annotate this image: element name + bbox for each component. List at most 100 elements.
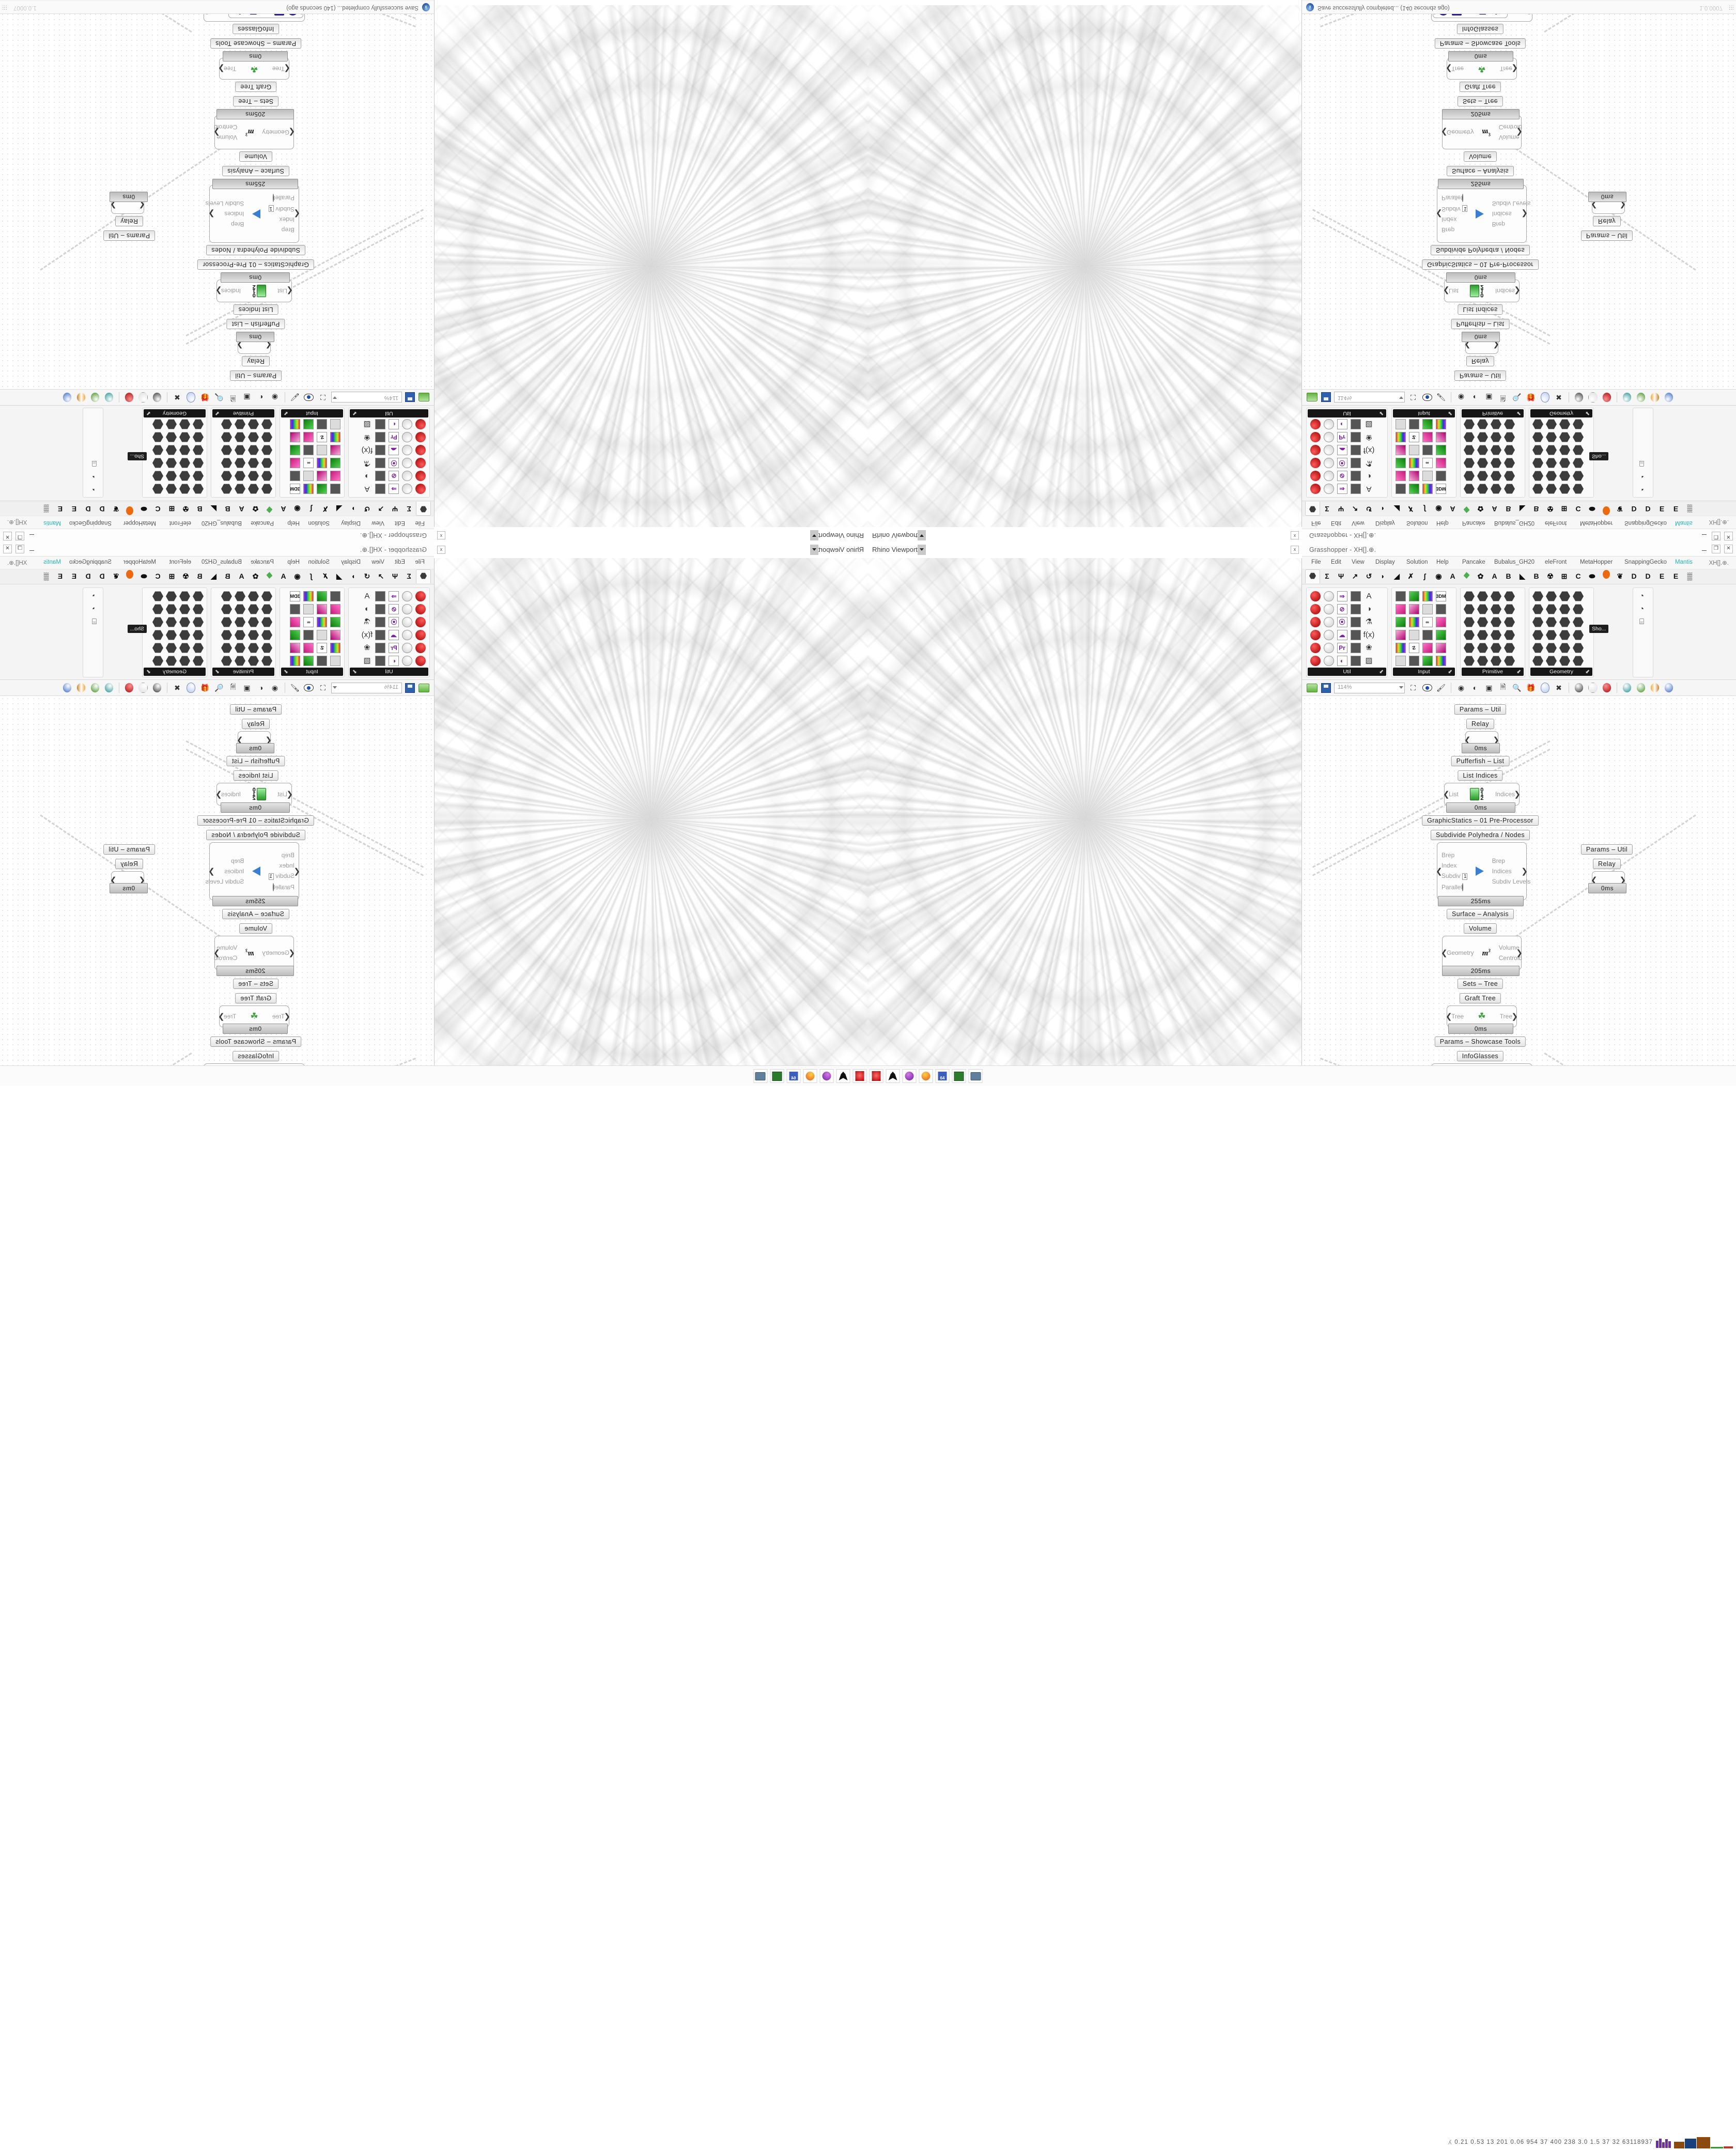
ribbon-tab-18[interactable]: ⊞ <box>168 572 175 580</box>
component-icon-util-0[interactable] <box>414 483 427 495</box>
component-icon-geometry-10[interactable] <box>1558 457 1571 469</box>
ribbon-tab-9[interactable]: ◉ <box>1435 505 1442 513</box>
component-icon-primitive-2[interactable] <box>1490 483 1502 495</box>
ribbon-tab-9[interactable]: ◉ <box>294 505 301 513</box>
component-icon-input-19[interactable] <box>1434 642 1447 654</box>
node-params-util[interactable]: Params – Util <box>1454 704 1507 715</box>
menu-item-help[interactable]: Help <box>287 520 300 526</box>
input-ear[interactable]: ❮ <box>1436 867 1443 876</box>
component-icon-input-20[interactable] <box>329 418 342 430</box>
gem-red-icon[interactable] <box>123 392 135 403</box>
gem-black-icon[interactable] <box>151 682 163 693</box>
component-icon-primitive-18[interactable] <box>1490 431 1502 443</box>
node-subdivide-polyhedra[interactable]: Subdivide Polyhedra / Nodes <box>1430 830 1530 840</box>
node-list-indices[interactable]: List Indices <box>1458 304 1503 315</box>
component-icon-geometry-17[interactable] <box>1545 431 1558 443</box>
component-icon-util-22[interactable]: Pr <box>388 431 400 443</box>
component-icon-primitive-17[interactable] <box>247 431 260 443</box>
rhino-close-button[interactable]: x <box>1291 546 1299 554</box>
node-sets-tree[interactable]: Sets – Tree <box>233 979 279 989</box>
component-icon-input-1[interactable] <box>1407 590 1420 602</box>
ribbon-group-label-geometry[interactable]: Geometry ⬋ <box>144 409 206 417</box>
rhino-render-canvas[interactable] <box>435 558 868 1080</box>
ribbon-tab-27[interactable]: ▒ <box>1687 572 1693 580</box>
ribbon-tab-19[interactable]: C <box>155 505 161 513</box>
grid-icon[interactable] <box>1452 14 1462 16</box>
component-icon-geometry-1[interactable] <box>1545 590 1558 602</box>
output-ear[interactable]: ❯ <box>1511 64 1518 73</box>
ribbon-tab-14[interactable]: B <box>225 505 230 513</box>
save-icon[interactable] <box>1320 682 1331 693</box>
node-volume-component[interactable]: ❮ Geometry m3 Volume Centroid ❯ <box>1441 115 1523 149</box>
component-icon-input-14[interactable] <box>1421 629 1434 641</box>
component-icon-util-20[interactable] <box>414 642 427 654</box>
menu-item-snappinggecko[interactable]: SnappingGecko <box>69 559 112 565</box>
ribbon-tab-0[interactable] <box>416 569 431 583</box>
component-icon-input-23[interactable] <box>1434 418 1447 430</box>
maximize-button[interactable]: ❐ <box>16 545 24 553</box>
component-icon-util-12[interactable]: ⦿ <box>388 457 400 469</box>
ribbon-group-expander[interactable]: ⬋ <box>1379 410 1384 416</box>
component-icon-geometry-18[interactable] <box>1558 642 1571 654</box>
bulb-icon[interactable] <box>1539 682 1551 693</box>
document-icon[interactable]: 🗎 <box>1500 394 1506 403</box>
ribbon-tab-20[interactable]: ⬬ <box>1589 505 1595 513</box>
ribbon-tab-15[interactable]: ◣ <box>1520 505 1525 513</box>
component-icon-primitive-15[interactable] <box>220 629 233 641</box>
ribbon-tab-10[interactable]: A <box>1450 572 1455 580</box>
component-icon-input-8[interactable] <box>329 616 342 628</box>
component-icon-primitive-12[interactable] <box>1463 629 1476 641</box>
ribbon-group-expander[interactable]: ⬋ <box>1379 669 1384 675</box>
component-icon-util-8[interactable] <box>374 470 387 482</box>
gem-orange-icon[interactable] <box>75 392 87 403</box>
viewport-dropdown-arrow-icon[interactable] <box>810 545 818 555</box>
input-pin-brep[interactable]: Brep <box>1442 852 1455 859</box>
component-icon-util-7[interactable]: ⊘ <box>388 470 400 482</box>
ribbon-group-label-primitive[interactable]: Primitive ⬋ <box>212 409 274 417</box>
component-icon-primitive-4[interactable] <box>260 603 273 615</box>
component-icon-input-6[interactable] <box>302 603 315 615</box>
component-icon-input-22[interactable] <box>1421 655 1434 667</box>
save-icon[interactable] <box>1320 392 1331 403</box>
component-icon-input-9[interactable] <box>1407 616 1420 628</box>
component-icon-util-22[interactable]: Pr <box>388 642 400 654</box>
gift-icon[interactable]: 🎁 <box>200 393 210 402</box>
ribbon-tab-13[interactable]: A <box>239 505 244 513</box>
component-icon-primitive-17[interactable] <box>247 642 260 654</box>
component-icon-util-1[interactable] <box>1322 483 1335 495</box>
menu-item-elefront[interactable]: eleFront <box>1545 559 1567 565</box>
component-icon-util-13[interactable] <box>374 457 387 469</box>
align-icon[interactable] <box>1438 14 1448 16</box>
component-icon-geometry-1[interactable] <box>178 483 191 495</box>
ribbon-tab-7[interactable]: ✗ <box>1407 572 1414 580</box>
input-pin-geometry[interactable]: Geometry <box>262 949 289 956</box>
component-icon-geometry-12[interactable] <box>192 444 205 456</box>
input-ear[interactable]: ❮ <box>1446 1012 1452 1021</box>
component-icon-util-1[interactable] <box>1322 590 1335 602</box>
component-icon-util-3[interactable] <box>1349 483 1362 495</box>
ribbon-tab-9[interactable]: ◉ <box>1435 572 1442 580</box>
menu-item-view[interactable]: View <box>1352 520 1365 526</box>
component-icon-util-3[interactable] <box>374 483 387 495</box>
zoom-combo[interactable]: 114% <box>331 682 402 693</box>
minimize-button[interactable] <box>28 545 36 552</box>
component-icon-primitive-18[interactable] <box>234 642 246 654</box>
capsule-icon[interactable]: ◉ <box>1458 393 1465 402</box>
resize-grip[interactable] <box>1729 5 1734 10</box>
output-pin-volume[interactable]: Volume <box>1498 944 1520 951</box>
input-pin-brep[interactable]: Brep <box>281 852 295 859</box>
component-icon-input-5[interactable] <box>1407 603 1420 615</box>
component-icon-primitive-0[interactable] <box>260 483 273 495</box>
output-pin-tree[interactable]: Tree <box>1499 1013 1512 1020</box>
component-icon-input-18[interactable] <box>302 642 315 654</box>
component-icon-primitive-3[interactable] <box>220 590 233 602</box>
component-icon-primitive-3[interactable] <box>220 483 233 495</box>
menu-item-file[interactable]: File <box>415 520 425 526</box>
ribbon-group-label-input[interactable]: Input ⬋ <box>1393 409 1455 417</box>
component-icon-geometry-8[interactable] <box>1531 457 1544 469</box>
ribbon-tab-14[interactable]: B <box>225 572 230 580</box>
ribbon-tab-25[interactable]: E <box>1659 572 1665 580</box>
component-icon-input-7[interactable] <box>289 603 302 615</box>
ribbon-tab-19[interactable]: C <box>1575 505 1581 513</box>
component-icon-input-15[interactable] <box>289 629 302 641</box>
